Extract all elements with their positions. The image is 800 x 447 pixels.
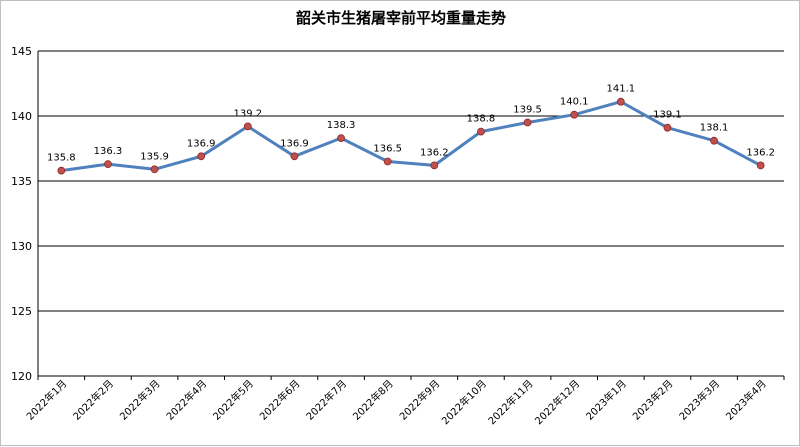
x-tick-label: 2022年3月 <box>117 377 163 423</box>
data-label: 139.2 <box>233 108 262 119</box>
data-point <box>710 136 718 145</box>
data-point <box>616 97 625 106</box>
x-tick-label: 2022年10月 <box>439 377 489 427</box>
x-tick-label: 2023年3月 <box>676 377 722 423</box>
data-label: 136.2 <box>420 147 449 158</box>
y-tick-label: 135 <box>11 175 32 188</box>
x-tick-label: 2022年5月 <box>210 377 256 423</box>
data-point <box>430 161 439 170</box>
y-tick-label: 145 <box>11 45 32 58</box>
data-point <box>197 152 206 161</box>
y-tick-label: 125 <box>11 305 32 318</box>
x-tick-label: 2022年12月 <box>532 377 582 427</box>
data-point <box>337 134 345 143</box>
x-tick-label: 2022年4月 <box>163 377 209 423</box>
data-point <box>523 118 532 127</box>
chart-title: 韶关市生猪屠宰前平均重量走势 <box>295 9 506 27</box>
data-point <box>663 123 672 132</box>
data-point <box>290 152 299 161</box>
x-tick-label: 2022年9月 <box>397 377 443 423</box>
y-tick-label: 140 <box>11 110 32 123</box>
x-tick-label: 2022年6月 <box>257 377 303 423</box>
y-tick-label: 130 <box>11 240 32 253</box>
data-point <box>570 110 579 119</box>
y-tick-label: 120 <box>11 370 32 383</box>
x-tick-label: 2022年7月 <box>303 377 349 423</box>
data-label: 136.3 <box>94 146 123 157</box>
data-label: 138.3 <box>327 120 356 131</box>
data-point <box>150 165 159 174</box>
data-point <box>477 127 485 136</box>
x-tick-label: 2022年8月 <box>350 377 396 423</box>
data-point <box>57 166 66 175</box>
data-label: 139.5 <box>513 105 542 116</box>
data-label: 138.1 <box>700 123 729 134</box>
data-label: 136.9 <box>280 138 309 149</box>
x-tick-label: 2023年1月 <box>583 377 629 423</box>
data-point <box>104 160 112 169</box>
data-point <box>243 122 252 131</box>
x-tick-label: 2023年2月 <box>630 377 676 423</box>
data-label: 140.1 <box>560 97 589 108</box>
data-label: 136.2 <box>746 147 775 158</box>
x-tick-label: 2023年4月 <box>723 377 769 423</box>
data-label: 136.5 <box>373 144 402 155</box>
x-tick-label: 2022年11月 <box>485 377 535 427</box>
data-label: 135.9 <box>140 151 169 162</box>
data-label: 136.9 <box>187 138 216 149</box>
data-label: 141.1 <box>606 84 635 95</box>
data-point <box>383 157 392 166</box>
data-label: 135.8 <box>47 153 76 164</box>
data-label: 138.8 <box>467 114 496 125</box>
data-point <box>756 161 765 170</box>
x-tick-label: 2022年2月 <box>70 377 116 423</box>
series-line <box>61 100 762 173</box>
data-label: 139.1 <box>653 110 682 121</box>
x-tick-label: 2022年1月 <box>24 377 70 423</box>
